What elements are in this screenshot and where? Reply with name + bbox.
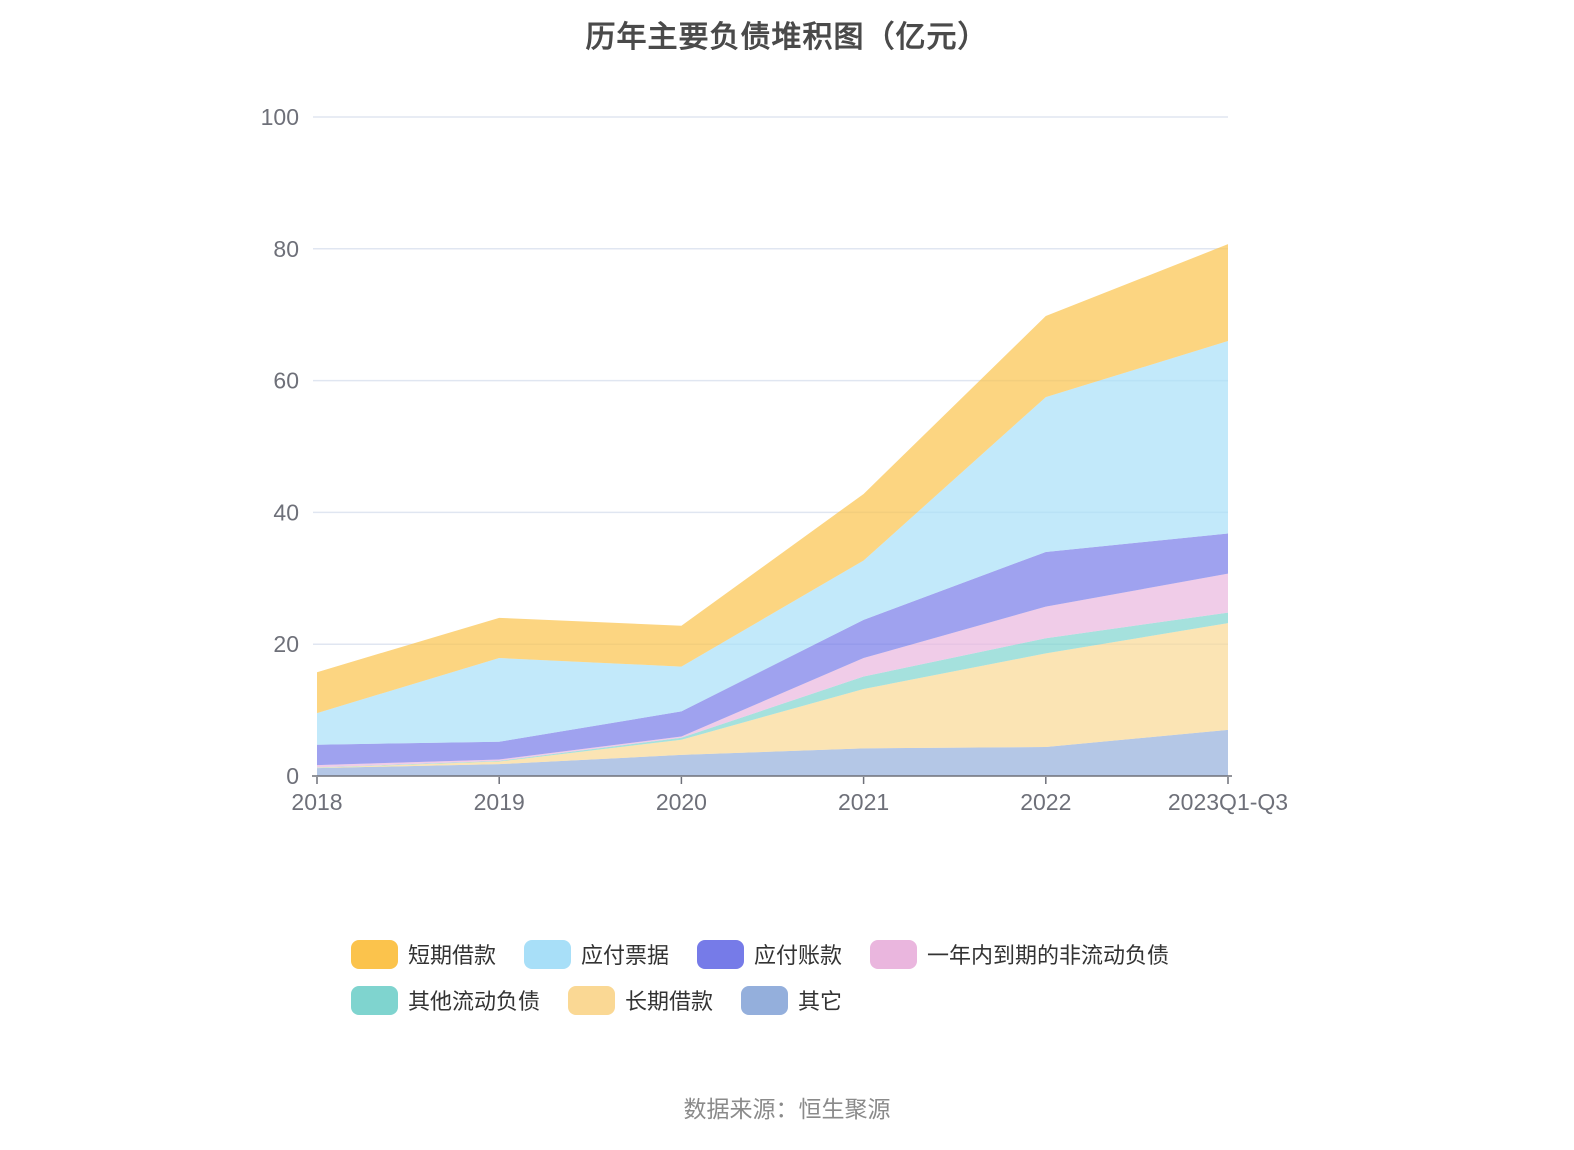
x-tick-label-4: 2022 [1020,789,1071,815]
legend-swatch-4 [351,985,398,1015]
legend-item-2[interactable]: 应付账款 [697,938,842,970]
y-tick-label-0: 0 [286,763,299,789]
legend-label-1: 应付票据 [581,943,670,968]
y-tick-label-20: 20 [273,631,299,657]
legend-swatch-5 [568,985,616,1015]
y-tick-label-100: 100 [261,104,299,130]
chart-title: 历年主要负债堆积图（亿元） [585,21,989,54]
legend-item-4[interactable]: 其他流动负债 [351,984,540,1016]
legend-item-0[interactable]: 短期借款 [351,938,496,970]
x-tick-label-1: 2019 [474,789,525,815]
legend-item-6[interactable]: 其它 [741,984,842,1016]
area-series-6 [317,244,1228,714]
x-tick-label-3: 2021 [838,789,889,815]
legend-label-4: 其他流动负债 [408,989,541,1014]
area-series-3 [317,573,1228,768]
x-tick-label-0: 2018 [291,789,342,815]
area-series-5 [317,341,1228,745]
y-tick-label-40: 40 [273,499,299,525]
x-tick-label-2: 2020 [656,789,707,815]
data-source-note: 数据来源：恒生聚源 [683,1096,891,1122]
legend-swatch-6 [741,985,789,1015]
x-tick-label-5: 2023Q1-Q3 [1168,789,1288,815]
y-tick-label-80: 80 [273,236,299,262]
legend-label-6: 其它 [798,989,843,1014]
legend-swatch-2 [697,939,745,969]
legend-label-3: 一年内到期的非流动负债 [927,943,1170,968]
legend-item-1[interactable]: 应付票据 [524,938,669,970]
chart-legend: 短期借款 应付票据 应付账款 一年内到期的非流动负债其他流动负债 长期借款 其它 [351,938,1223,1016]
y-tick-label-60: 60 [273,368,299,394]
legend-swatch-1 [524,939,572,969]
area-series-1 [317,623,1228,769]
legend-label-0: 短期借款 [408,943,497,968]
legend-label-5: 长期借款 [625,989,714,1014]
legend-label-2: 应付账款 [754,943,843,968]
legend-item-5[interactable]: 长期借款 [568,984,713,1016]
area-series-2 [317,612,1228,768]
area-series-0 [317,729,1228,776]
legend-swatch-3 [870,939,918,969]
legend-item-3[interactable]: 一年内到期的非流动负债 [870,938,1169,970]
legend-swatch-0 [351,939,398,969]
area-series-4 [317,533,1228,766]
